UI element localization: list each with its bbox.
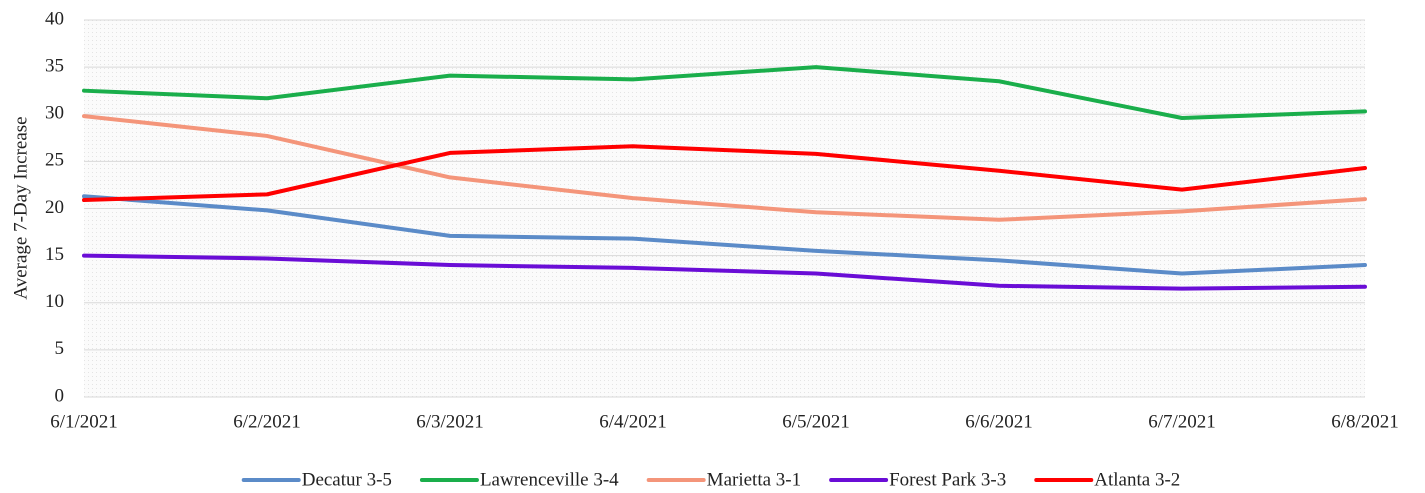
legend-label: Forest Park 3-3 [889, 469, 1006, 490]
y-tick-label: 15 [45, 244, 64, 265]
series-line [82, 114, 1367, 222]
x-tick-label: 6/3/2021 [416, 411, 484, 432]
x-tick-label: 6/5/2021 [782, 411, 850, 432]
legend-label: Atlanta 3-2 [1094, 469, 1180, 490]
y-tick-label: 10 [45, 291, 64, 312]
y-tick-label: 20 [45, 197, 64, 218]
series-line [82, 194, 1367, 276]
legend-label: Decatur 3-5 [302, 469, 392, 490]
x-tick-label: 6/4/2021 [599, 411, 667, 432]
x-tick-label: 6/8/2021 [1331, 411, 1399, 432]
x-tick-label: 6/2/2021 [233, 411, 301, 432]
y-tick-label: 0 [55, 385, 65, 406]
series-line [82, 144, 1367, 203]
x-tick-label: 6/7/2021 [1148, 411, 1216, 432]
y-tick-label: 5 [55, 338, 65, 359]
y-tick-label: 30 [45, 103, 64, 124]
legend-label: Lawrenceville 3-4 [480, 469, 619, 490]
series-line [82, 65, 1367, 121]
x-tick-label: 6/6/2021 [965, 411, 1033, 432]
y-axis-title: Average 7-Day Increase [10, 116, 31, 299]
y-tick-label: 40 [45, 8, 64, 29]
x-tick-label: 6/1/2021 [50, 411, 118, 432]
y-tick-label: 35 [45, 55, 64, 76]
legend-label: Marietta 3-1 [707, 469, 801, 490]
y-tick-label: 25 [45, 150, 64, 171]
series-line [82, 253, 1367, 291]
